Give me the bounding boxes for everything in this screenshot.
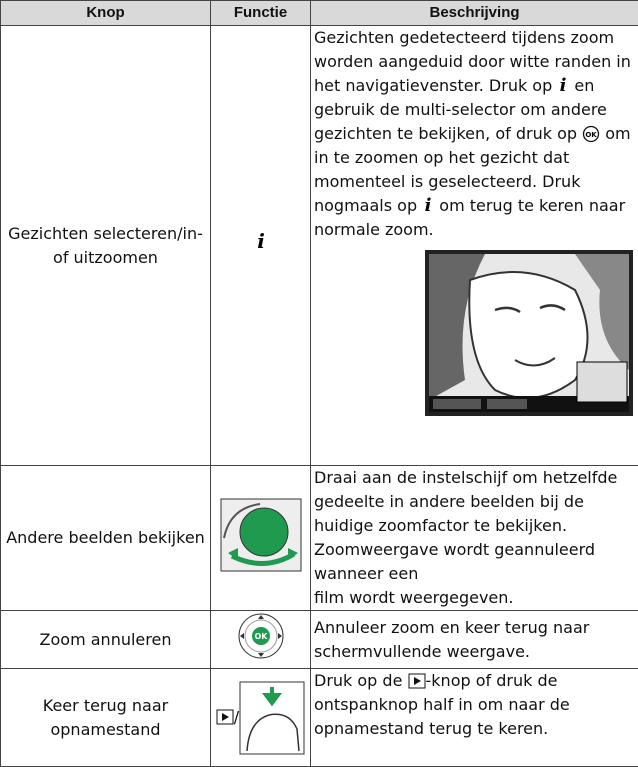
play-icon xyxy=(408,673,426,689)
header-cell: Functie xyxy=(211,1,311,26)
ok-icon: OK xyxy=(582,124,600,142)
text: Annuleer zoom en keer terug naar schermv… xyxy=(314,618,589,661)
button-cell: Zoom annuleren xyxy=(1,611,211,669)
text: Draai aan de instelschijf om hetzelfde g… xyxy=(314,468,617,583)
svg-text:i: i xyxy=(560,76,567,94)
description-cell: Druk op de -knop of druk de ontspanknop … xyxy=(311,669,638,767)
function-cell: / xyxy=(211,669,311,767)
description-cell: Gezichten gedetecteerd tijdens zoom word… xyxy=(311,26,638,466)
row: Andere beelden bekijken Draai aan de ins… xyxy=(1,466,638,611)
i-icon: i xyxy=(557,76,569,94)
row: Gezichten selecteren/in- of uitzoomen i … xyxy=(1,26,638,466)
svg-text:i: i xyxy=(257,231,265,253)
svg-text:OK: OK xyxy=(254,632,268,641)
i-icon: i xyxy=(422,196,434,214)
i-icon: i xyxy=(251,231,271,253)
page: Knop Functie Beschrijving Gezichten sele… xyxy=(0,0,638,710)
description-cell: Draai aan de instelschijf om hetzelfde g… xyxy=(311,466,638,611)
multi-selector-icon: OK xyxy=(236,611,286,661)
svg-text:OK: OK xyxy=(585,131,597,139)
button-cell: Keer terug naar opnamestand xyxy=(1,669,211,767)
shutter-icon xyxy=(239,681,305,755)
button-cell: Andere beelden bekijken xyxy=(1,466,211,611)
button-cell: Gezichten selecteren/in- of uitzoomen xyxy=(1,26,211,466)
text: Druk op de xyxy=(314,671,408,690)
text: film wordt weergegeven. xyxy=(314,588,514,607)
function-cell: OK xyxy=(211,611,311,669)
description-cell: Annuleer zoom en keer terug naar schermv… xyxy=(311,611,638,669)
header-cell: Beschrijving xyxy=(311,1,638,26)
row: Keer terug naar opnamestand / Druk op de… xyxy=(1,669,638,767)
svg-text:i: i xyxy=(425,196,432,214)
play-icon xyxy=(216,709,234,725)
screen-illustration xyxy=(425,250,633,416)
header-row: Knop Functie Beschrijving xyxy=(1,1,638,26)
dial-icon xyxy=(220,498,302,572)
function-cell xyxy=(211,466,311,611)
function-cell: i xyxy=(211,26,311,466)
header-cell: Knop xyxy=(1,1,211,26)
row: Zoom annuleren OK Annuleer zoom en keer … xyxy=(1,611,638,669)
